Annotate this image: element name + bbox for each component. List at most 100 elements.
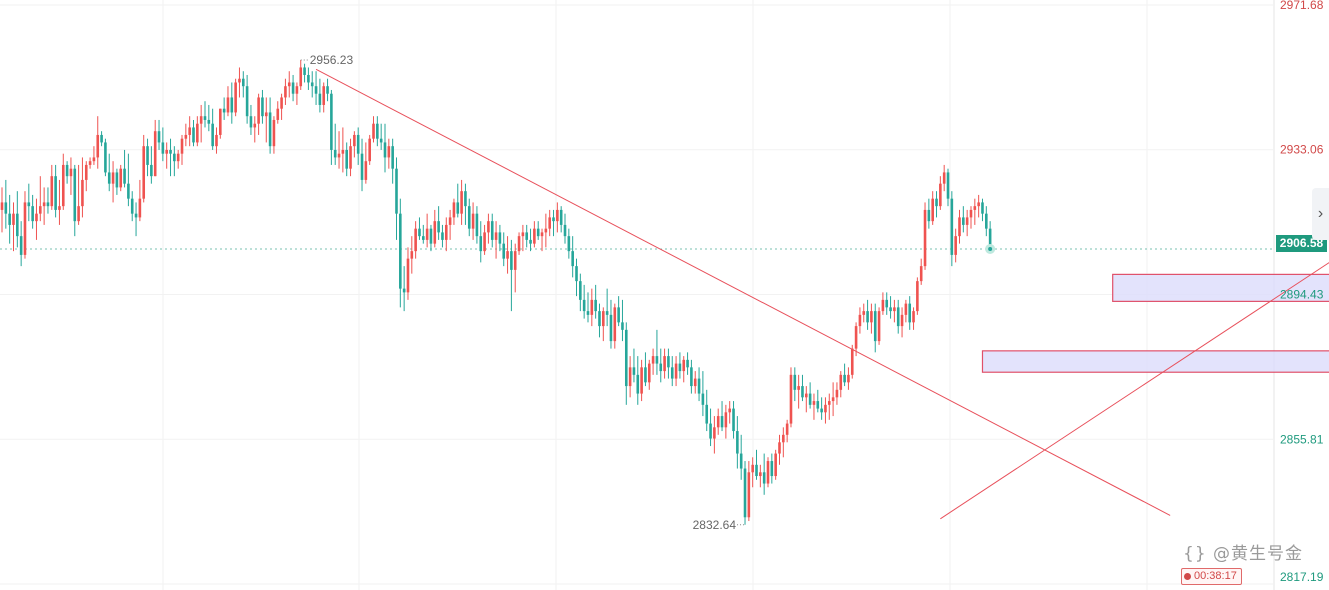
candle-body bbox=[314, 86, 318, 94]
candle-body bbox=[161, 142, 165, 154]
candle-body bbox=[310, 82, 314, 87]
candle-body bbox=[115, 172, 119, 188]
candle-body bbox=[81, 179, 84, 207]
candle-body bbox=[222, 108, 226, 113]
candle-body bbox=[981, 202, 984, 214]
grid-lines bbox=[0, 0, 1275, 590]
candle-body bbox=[345, 149, 348, 169]
candle-body bbox=[529, 239, 532, 244]
candle-body bbox=[540, 232, 544, 237]
low-price-label: 2832.64 bbox=[693, 518, 737, 532]
candle-body bbox=[651, 356, 655, 364]
candle-body bbox=[180, 138, 184, 154]
high-price-label: 2956.23 bbox=[310, 53, 354, 67]
candle-body bbox=[713, 427, 716, 439]
candle-body bbox=[797, 386, 800, 390]
candle-body bbox=[418, 228, 421, 237]
candle-body bbox=[464, 191, 467, 207]
expand-panel-button[interactable]: › bbox=[1312, 188, 1329, 240]
candle-body bbox=[238, 78, 241, 83]
candle-body bbox=[935, 198, 938, 207]
candle-body bbox=[4, 202, 8, 214]
candle-body bbox=[318, 93, 322, 105]
candle-body bbox=[498, 232, 502, 244]
candle-body bbox=[46, 202, 50, 207]
candle-body bbox=[563, 224, 567, 237]
candle-body bbox=[422, 236, 425, 240]
candle-body bbox=[770, 461, 774, 477]
candle-body bbox=[701, 393, 705, 405]
candle-body bbox=[322, 86, 326, 105]
candle-body bbox=[962, 217, 965, 225]
trendline-resistance bbox=[315, 68, 1171, 516]
candle-body bbox=[663, 356, 666, 372]
candle-body bbox=[759, 472, 762, 477]
candle-body bbox=[988, 228, 992, 248]
candle-body bbox=[494, 232, 498, 240]
candle-body bbox=[789, 374, 793, 424]
candle-body bbox=[862, 311, 866, 315]
candle-body bbox=[241, 78, 245, 87]
candle-body bbox=[858, 314, 862, 327]
candle-body bbox=[441, 232, 444, 240]
candle-body bbox=[785, 423, 789, 435]
candle-body bbox=[850, 348, 854, 375]
candle-body bbox=[0, 202, 4, 210]
last-price-marker bbox=[985, 243, 996, 254]
candle-body bbox=[437, 221, 440, 233]
candle-body bbox=[211, 123, 214, 147]
candle-body bbox=[820, 408, 823, 413]
candle-body bbox=[506, 251, 509, 259]
candle-body bbox=[291, 82, 295, 94]
candle-body bbox=[487, 221, 490, 233]
trendline-support bbox=[940, 262, 1329, 520]
candle-body bbox=[165, 149, 168, 154]
candle-body bbox=[674, 363, 678, 379]
candle-body bbox=[950, 198, 954, 255]
candle-body bbox=[774, 453, 777, 477]
candle-body bbox=[192, 127, 195, 143]
candle-body bbox=[414, 228, 417, 252]
candle-body bbox=[912, 311, 915, 323]
candle-body bbox=[965, 217, 969, 225]
candle-body bbox=[908, 303, 912, 323]
candle-body bbox=[831, 397, 835, 402]
candle-body bbox=[736, 431, 739, 454]
candle-body bbox=[885, 299, 889, 308]
candle-body bbox=[150, 164, 153, 177]
candle-body bbox=[207, 119, 211, 124]
candle-body bbox=[602, 311, 605, 327]
candle-body bbox=[383, 142, 387, 158]
candle-body bbox=[916, 281, 919, 312]
candle-body bbox=[647, 363, 651, 383]
candle-body bbox=[104, 142, 107, 173]
candle-body bbox=[16, 213, 19, 237]
candle-body bbox=[900, 314, 904, 327]
candle-body bbox=[942, 172, 946, 184]
candle-body bbox=[678, 363, 682, 372]
candle-body bbox=[544, 228, 548, 233]
candle-body bbox=[379, 138, 383, 143]
candle-body bbox=[479, 236, 483, 252]
candle-body bbox=[659, 363, 663, 372]
candle-body bbox=[19, 236, 23, 255]
candle-body bbox=[203, 116, 207, 120]
candle-body bbox=[686, 359, 689, 368]
trendlines bbox=[315, 68, 1329, 520]
candle-body bbox=[399, 213, 402, 289]
candle-body bbox=[931, 198, 934, 222]
y-axis-tick-label: 2933.06 bbox=[1280, 143, 1324, 157]
candle-body bbox=[705, 404, 709, 424]
candle-body bbox=[682, 359, 686, 372]
candle-body bbox=[667, 356, 670, 368]
candle-body bbox=[219, 108, 222, 135]
candle-body bbox=[58, 206, 61, 210]
candle-body bbox=[513, 251, 517, 270]
candle-body bbox=[709, 423, 712, 439]
candle-body bbox=[364, 161, 368, 180]
candle-body bbox=[525, 232, 529, 240]
candle-body bbox=[881, 299, 885, 312]
support-zone-box bbox=[1112, 273, 1329, 302]
candle-body bbox=[157, 131, 161, 143]
